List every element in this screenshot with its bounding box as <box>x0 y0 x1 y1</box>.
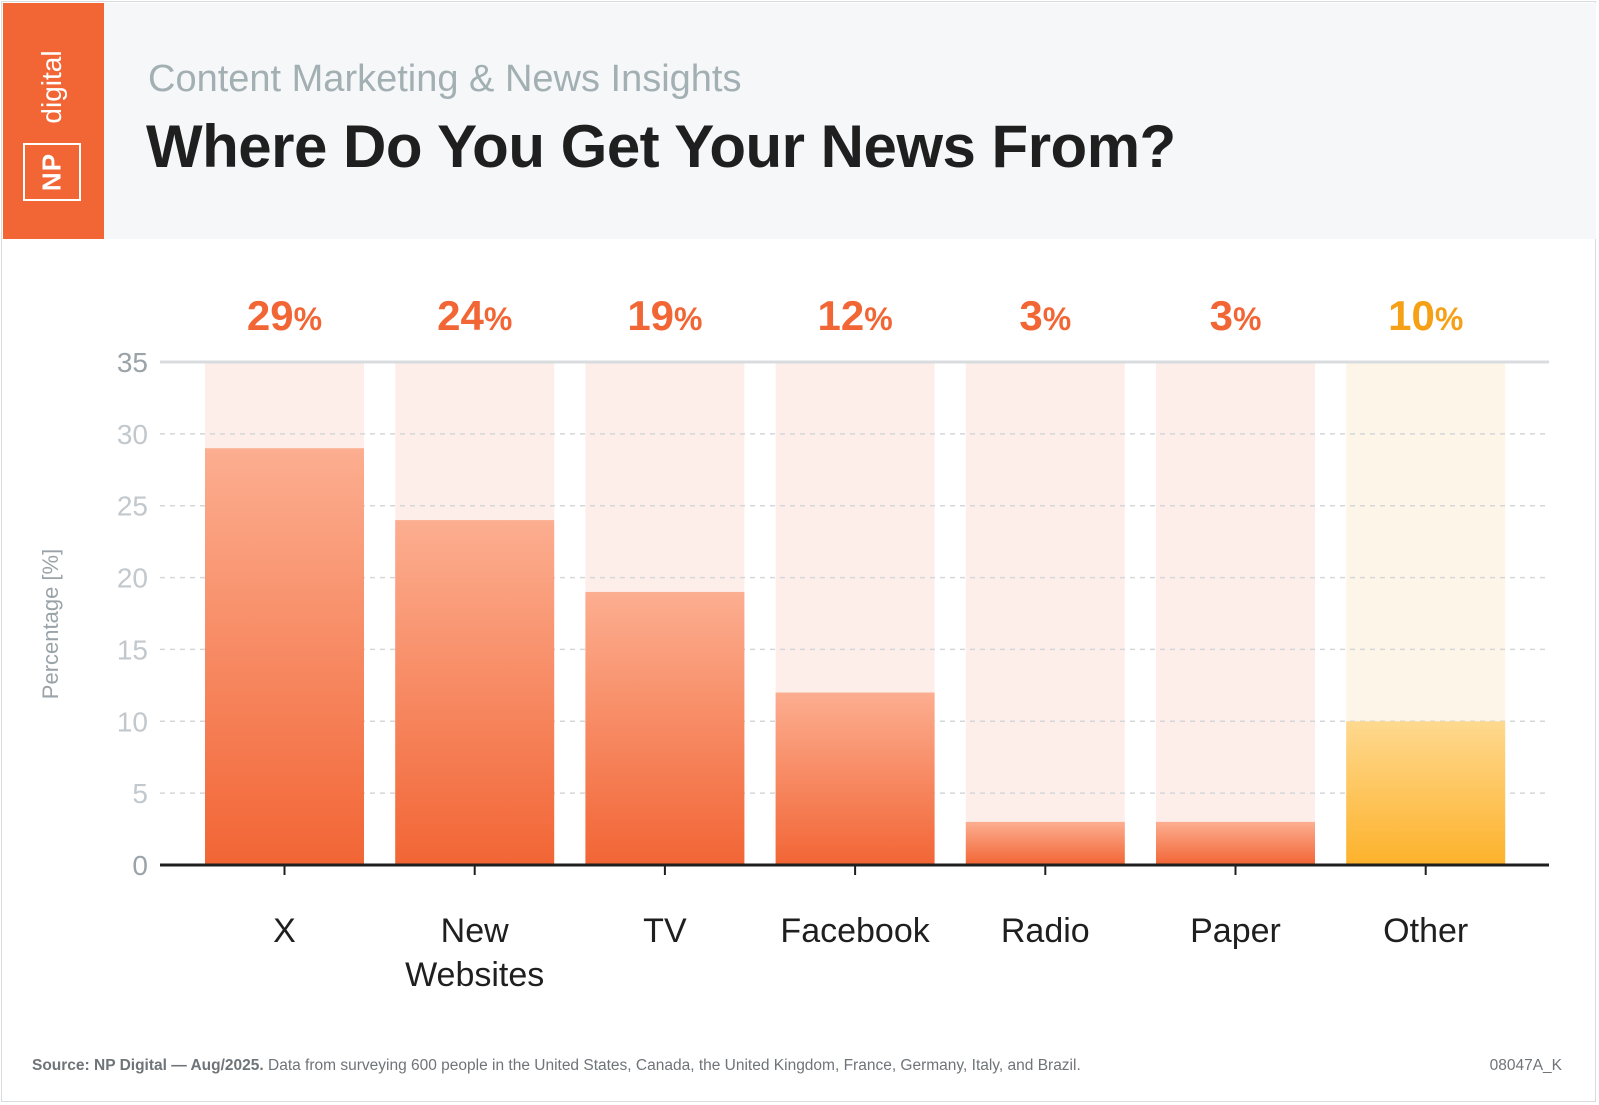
bar-6 <box>1346 721 1506 865</box>
data-label-3: 12% <box>818 292 893 339</box>
x-tick-label-0: X <box>273 912 296 950</box>
data-label-5: 3% <box>1210 292 1262 339</box>
source-text: Data from surveying 600 people in the Un… <box>263 1057 1081 1074</box>
data-label-0: 29% <box>247 292 322 339</box>
bar-3 <box>775 692 935 865</box>
y-tick-label-30: 30 <box>117 419 148 450</box>
x-tick-label-2: TV <box>643 912 687 950</box>
data-label-4: 3% <box>1019 292 1071 339</box>
y-tick-label-25: 25 <box>117 491 148 522</box>
y-tick-label-35: 35 <box>117 347 148 378</box>
bar-4 <box>965 821 1125 865</box>
x-tick-label-5: Paper <box>1190 912 1281 950</box>
y-tick-label-10: 10 <box>117 706 148 737</box>
bar-track-5 <box>1156 362 1315 865</box>
data-label-2: 19% <box>627 292 702 339</box>
header-band <box>3 3 1596 239</box>
y-axis-label: Percentage [%] <box>38 549 63 699</box>
x-tick-label-6: Other <box>1383 912 1468 950</box>
bar-5 <box>1156 821 1315 865</box>
chart-code: 08047A_K <box>1489 1057 1562 1074</box>
source-bold: Source: NP Digital — Aug/2025. <box>32 1057 264 1074</box>
page-subtitle: Content Marketing & News Insights <box>148 58 742 100</box>
y-tick-label-5: 5 <box>132 778 148 809</box>
x-tick-label-3: Facebook <box>780 912 930 950</box>
data-label-1: 24% <box>437 292 512 339</box>
x-tick-label-1: New <box>441 912 509 950</box>
y-tick-label-0: 0 <box>132 850 148 881</box>
logo-box <box>23 143 81 201</box>
bar-0 <box>205 448 364 865</box>
bar-2 <box>585 591 745 865</box>
x-tick-label-4: Radio <box>1001 912 1090 950</box>
np-digital-logo: NP digital <box>3 3 104 239</box>
chart-title: Where Do You Get Your News From? <box>146 113 1176 180</box>
y-tick-label-20: 20 <box>117 563 148 594</box>
source-note: Source: NP Digital — Aug/2025. Data from… <box>32 1057 1081 1075</box>
y-tick-label-15: 15 <box>117 634 148 665</box>
bar-1 <box>395 520 555 865</box>
data-label-6: 10% <box>1388 292 1463 339</box>
bar-track-4 <box>965 362 1125 865</box>
x-tick-label-1-line1: Websites <box>405 956 544 994</box>
